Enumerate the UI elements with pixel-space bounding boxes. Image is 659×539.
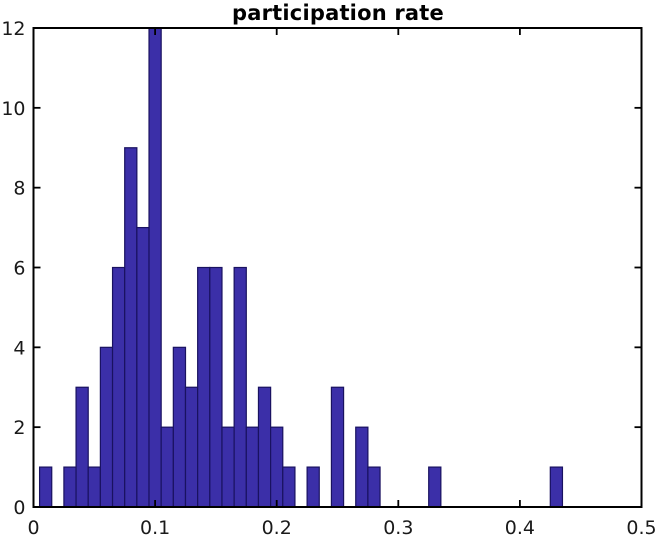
histogram-bar: [184, 386, 199, 508]
histogram-bar: [38, 466, 53, 508]
x-tick-label: 0.4: [505, 517, 535, 539]
histogram-bar: [197, 266, 211, 508]
chart-title: participation rate: [232, 1, 444, 25]
histogram-bar: [367, 466, 381, 508]
histogram-bar: [99, 346, 114, 508]
x-tick-label: 0.2: [262, 517, 292, 539]
y-tick-label: 6: [13, 258, 25, 280]
histogram-bar: [330, 386, 345, 508]
histogram-bar: [75, 386, 89, 508]
histogram-bar: [172, 346, 187, 508]
histogram-bar: [136, 226, 150, 508]
histogram-bar: [111, 266, 126, 508]
histogram-bar: [63, 466, 77, 508]
histogram-bar: [148, 27, 162, 508]
histogram-bar: [270, 426, 284, 508]
histogram-bar: [245, 426, 260, 508]
histogram-bar: [87, 466, 101, 508]
x-tick-label: 0: [27, 517, 39, 539]
x-tick-label: 0.3: [383, 517, 413, 539]
histogram-bar: [282, 466, 296, 508]
y-tick-label: 12: [1, 18, 25, 40]
x-tick-label: 0.1: [140, 517, 170, 539]
x-tick-label: 0.5: [626, 517, 656, 539]
histogram-bar: [355, 426, 369, 508]
histogram-bar: [306, 466, 320, 508]
histogram-bar: [160, 426, 174, 508]
histogram-bar: [549, 466, 564, 508]
y-tick-label: 8: [13, 178, 25, 200]
y-tick-label: 4: [13, 337, 25, 359]
histogram-bar: [124, 147, 138, 508]
histogram-bar: [209, 266, 223, 508]
histogram-bar: [233, 266, 247, 508]
histogram-bar: [428, 466, 442, 508]
histogram-bar: [257, 386, 272, 508]
y-tick-label: 10: [1, 98, 25, 120]
y-tick-label: 2: [13, 417, 25, 439]
histogram-bar: [221, 426, 235, 508]
y-tick-label: 0: [13, 497, 25, 519]
